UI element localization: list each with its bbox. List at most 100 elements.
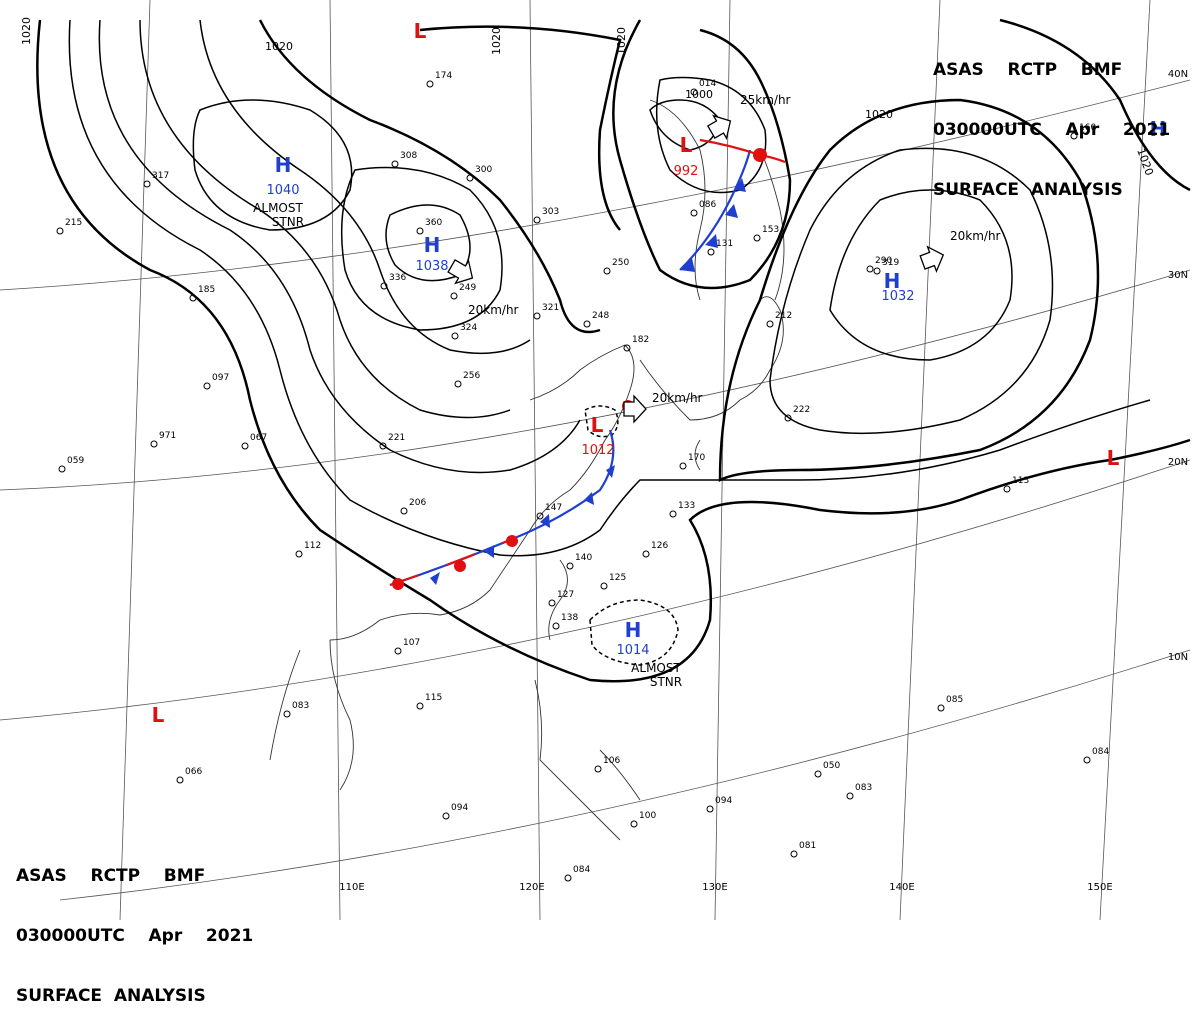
header-line1: ASAS RCTP BMF: [16, 866, 206, 886]
station-marker: [707, 248, 715, 256]
station-pressure-value: 125: [609, 573, 626, 583]
station-marker: [784, 414, 792, 422]
station-marker: [594, 765, 602, 773]
station-pressure-value: 106: [603, 756, 620, 766]
station-pressure-value: 083: [855, 783, 872, 793]
station-pressure-value: 112: [304, 541, 321, 551]
longitude-label: 140E: [889, 882, 914, 893]
station-pressure-value: 300: [475, 165, 492, 175]
station-marker: [766, 320, 774, 328]
station-marker: [426, 80, 434, 88]
station-marker: [189, 294, 197, 302]
station-marker: [679, 462, 687, 470]
station-marker: [583, 320, 591, 328]
header-line2: 030000UTC Apr 2021: [16, 926, 254, 946]
station-pressure-value: 097: [212, 373, 229, 383]
station-marker: [866, 265, 874, 273]
station-pressure-value: 170: [688, 453, 705, 463]
station-pressure-value: 059: [67, 456, 84, 466]
fronts: [389, 138, 786, 590]
station-pressure-value: 086: [699, 200, 716, 210]
station-marker: [690, 88, 698, 96]
station-marker: [603, 267, 611, 275]
station-marker: [937, 704, 945, 712]
station-pressure-value: 131: [716, 239, 733, 249]
station-marker: [380, 282, 388, 290]
station-plots: [56, 80, 1091, 882]
isobar-label: 1020: [865, 108, 893, 121]
station-pressure-value: 317: [152, 171, 169, 181]
station-marker: [566, 562, 574, 570]
station-pressure-value: 185: [198, 285, 215, 295]
high-pressure-center: H: [625, 618, 642, 642]
station-pressure-value: 221: [388, 433, 405, 443]
station-pressure-value: 107: [403, 638, 420, 648]
isobar-label: 1020: [615, 27, 628, 55]
station-marker: [548, 599, 556, 607]
latitude-label: 10N: [1168, 652, 1188, 663]
isobar-label: 1000: [685, 88, 713, 101]
station-pressure-value: 133: [678, 501, 695, 511]
station-pressure-value: 303: [542, 207, 559, 217]
station-pressure-value: 115: [425, 693, 442, 703]
low-pressure-center: L: [591, 413, 604, 437]
isobar-label: 1020: [20, 17, 33, 45]
motion-speed-label: 20km/hr: [652, 391, 703, 405]
station-pressure-value: 160: [1079, 123, 1096, 133]
station-pressure-value: 094: [451, 803, 468, 813]
longitude-label: 130E: [702, 882, 727, 893]
station-pressure-value: 113: [1012, 476, 1029, 486]
station-marker: [690, 209, 698, 217]
station-marker: [391, 160, 399, 168]
station-marker: [600, 582, 608, 590]
station-pressure-value: 319: [882, 258, 899, 268]
low-pressure-center: L: [680, 133, 693, 157]
station-marker: [454, 380, 462, 388]
station-pressure-value: 222: [793, 405, 810, 415]
header-line3: SURFACE ANALYSIS: [933, 180, 1123, 200]
station-marker: [846, 792, 854, 800]
station-marker: [466, 174, 474, 182]
station-pressure-value: 174: [435, 71, 452, 81]
station-marker: [814, 770, 822, 778]
station-marker: [1083, 756, 1091, 764]
low-pressure-center: L: [414, 19, 427, 43]
station-pressure-value: 083: [292, 701, 309, 711]
station-marker: [642, 550, 650, 558]
station-pressure-value: 094: [715, 796, 732, 806]
motion-speed-label: 20km/hr: [468, 303, 519, 317]
latitude-label: 40N: [1168, 69, 1188, 80]
station-pressure-value: 084: [1092, 747, 1109, 757]
station-pressure-value: 085: [946, 695, 963, 705]
station-marker: [176, 776, 184, 784]
latitude-label: 20N: [1168, 457, 1188, 468]
station-marker: [552, 622, 560, 630]
motion-speed-label: 25km/hr: [740, 93, 791, 107]
header-line2: 030000UTC Apr 2021: [933, 120, 1171, 140]
center-pressure-value: 1040: [266, 183, 299, 198]
station-marker: [753, 234, 761, 242]
low-pressure-center: L: [1107, 446, 1120, 470]
station-pressure-value: 250: [612, 258, 629, 268]
station-pressure-value: 182: [632, 335, 649, 345]
station-marker: [442, 812, 450, 820]
center-pressure-value: 992: [674, 164, 699, 179]
center-motion-note: STNR: [650, 675, 682, 689]
station-pressure-value: 248: [592, 311, 609, 321]
station-pressure-value: 971: [159, 431, 176, 441]
station-marker: [295, 550, 303, 558]
center-pressure-value: 1012: [581, 443, 614, 458]
station-pressure-value: 066: [185, 767, 202, 777]
longitude-label: 120E: [519, 882, 544, 893]
station-marker: [203, 382, 211, 390]
station-pressure-value: 140: [575, 553, 592, 563]
station-marker: [58, 465, 66, 473]
station-pressure-value: 014: [699, 79, 716, 89]
station-marker: [379, 442, 387, 450]
station-marker: [416, 702, 424, 710]
station-pressure-value: 249: [459, 283, 476, 293]
high-pressure-center: H: [884, 269, 901, 293]
high-pressure-center: H: [275, 153, 292, 177]
cold-front-korea: [679, 149, 752, 271]
header-line3: SURFACE ANALYSIS: [16, 986, 206, 1006]
